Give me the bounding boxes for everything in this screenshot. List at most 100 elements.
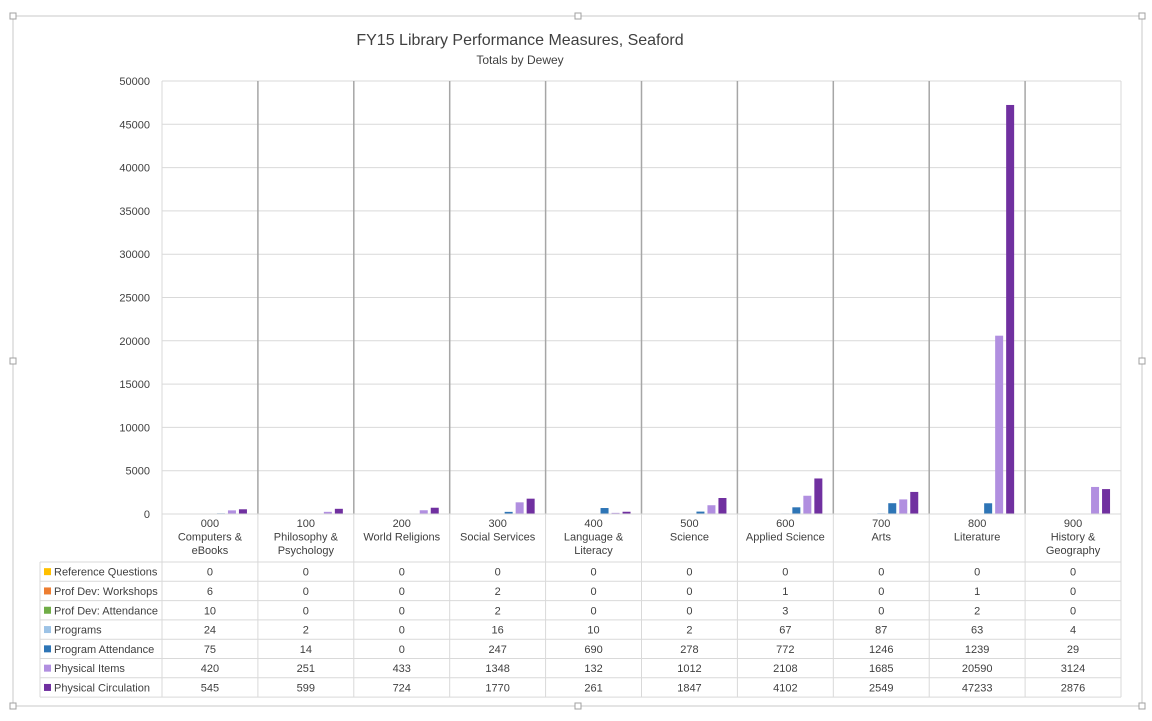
- data-label: 47233: [962, 682, 993, 694]
- category-label: Geography: [1046, 545, 1101, 557]
- category-label: Computers &: [178, 532, 243, 544]
- category-label: Social Services: [460, 532, 536, 544]
- data-label: 20590: [962, 663, 993, 675]
- series-name: Prof Dev: Attendance: [54, 605, 158, 617]
- category-label: Philosophy &: [274, 532, 339, 544]
- legend-key: [44, 664, 51, 672]
- data-label: 1246: [869, 644, 893, 656]
- y-tick-label: 10000: [119, 422, 150, 434]
- bar: [984, 503, 993, 514]
- category-label: 300: [488, 518, 506, 530]
- data-label: 0: [974, 567, 980, 579]
- category-label: Applied Science: [746, 532, 825, 544]
- resize-handle-bottom[interactable]: [574, 702, 582, 710]
- legend-key: [44, 568, 51, 576]
- data-label: 1239: [965, 644, 989, 656]
- data-label: 4102: [773, 682, 797, 694]
- data-label: 0: [686, 586, 692, 598]
- data-label: 0: [399, 625, 405, 637]
- resize-handle-right[interactable]: [1138, 357, 1146, 365]
- data-label: 545: [201, 682, 219, 694]
- data-label: 1770: [485, 682, 509, 694]
- data-label: 1847: [677, 682, 701, 694]
- data-label: 0: [399, 586, 405, 598]
- legend-key: [44, 606, 51, 614]
- data-label: 0: [303, 605, 309, 617]
- data-label: 1348: [485, 663, 509, 675]
- data-label: 0: [590, 605, 596, 617]
- resize-handles[interactable]: [9, 12, 1146, 710]
- bar: [622, 511, 631, 514]
- data-label: 724: [393, 682, 411, 694]
- bar: [323, 511, 332, 514]
- data-label: 599: [297, 682, 315, 694]
- bar: [611, 512, 620, 514]
- y-tick-label: 20000: [119, 336, 150, 348]
- data-label: 0: [686, 605, 692, 617]
- y-tick-label: 0: [144, 509, 150, 521]
- chart-frame: [12, 15, 1143, 707]
- data-label: 10: [587, 625, 599, 637]
- resize-handle-top-left[interactable]: [9, 12, 17, 20]
- data-label: 690: [584, 644, 602, 656]
- data-label: 0: [207, 567, 213, 579]
- resize-handle-bottom-left[interactable]: [9, 702, 17, 710]
- resize-handle-top[interactable]: [574, 12, 582, 20]
- data-label: 0: [590, 586, 596, 598]
- category-label: Psychology: [278, 545, 335, 557]
- data-label: 87: [875, 625, 887, 637]
- data-label: 247: [488, 644, 506, 656]
- y-axis: 0 5000 10000 15000 20000 25000 30000 35000 40000…: [119, 76, 150, 521]
- bar: [696, 511, 705, 514]
- y-tick-label: 30000: [119, 249, 150, 261]
- category-label: Science: [670, 532, 709, 544]
- chart-subtitle: Totals by Dewey: [476, 53, 563, 67]
- y-tick-label: 25000: [119, 293, 150, 305]
- bar: [515, 502, 524, 514]
- bar: [238, 509, 247, 514]
- bar: [814, 478, 823, 514]
- series-name: Program Attendance: [54, 644, 154, 656]
- data-label: 14: [300, 644, 312, 656]
- legend-key: [44, 683, 51, 691]
- data-label: 0: [1070, 605, 1076, 617]
- y-tick-label: 35000: [119, 206, 150, 218]
- resize-handle-left[interactable]: [9, 357, 17, 365]
- data-label: 2: [495, 605, 501, 617]
- data-label: 0: [878, 605, 884, 617]
- bar: [1091, 486, 1100, 514]
- data-label: 0: [1070, 567, 1076, 579]
- series-name: Reference Questions: [54, 567, 158, 579]
- category-label: History &: [1051, 532, 1096, 544]
- data-label: 278: [680, 644, 698, 656]
- series-name: Prof Dev: Workshops: [54, 586, 158, 598]
- data-label: 2549: [869, 682, 893, 694]
- category-label: Arts: [871, 532, 891, 544]
- data-label: 3: [782, 605, 788, 617]
- category-label: 500: [680, 518, 698, 530]
- bars: [183, 104, 1111, 514]
- resize-handle-bottom-right[interactable]: [1138, 702, 1146, 710]
- data-label: 2876: [1061, 682, 1085, 694]
- data-label: 24: [204, 625, 216, 637]
- data-label: 772: [776, 644, 794, 656]
- series-name: Physical Items: [54, 663, 125, 675]
- data-label: 10: [204, 605, 216, 617]
- data-label: 0: [782, 567, 788, 579]
- category-label: Literature: [954, 532, 1000, 544]
- bar: [504, 511, 513, 514]
- data-label: 2108: [773, 663, 797, 675]
- category-label: eBooks: [192, 545, 229, 557]
- bar: [419, 510, 428, 514]
- chart-title: FY15 Library Performance Measures, Seafo…: [356, 32, 683, 49]
- category-label: 100: [297, 518, 315, 530]
- data-label: 0: [878, 567, 884, 579]
- resize-handle-top-right[interactable]: [1138, 12, 1146, 20]
- data-label: 67: [779, 625, 791, 637]
- data-label: 1012: [677, 663, 701, 675]
- legend-key: [44, 587, 51, 595]
- bar: [792, 507, 801, 514]
- data-label: 2: [686, 625, 692, 637]
